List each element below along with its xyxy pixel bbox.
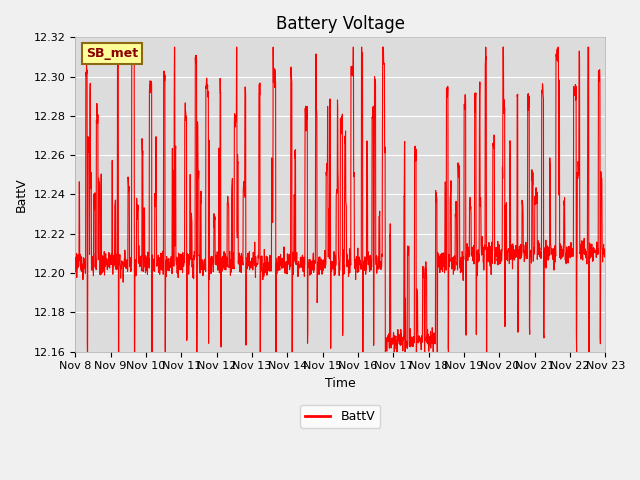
Title: Battery Voltage: Battery Voltage [276, 15, 404, 33]
Legend: BattV: BattV [301, 405, 380, 428]
Text: SB_met: SB_met [86, 47, 138, 60]
Y-axis label: BattV: BattV [15, 177, 28, 212]
X-axis label: Time: Time [325, 377, 356, 390]
